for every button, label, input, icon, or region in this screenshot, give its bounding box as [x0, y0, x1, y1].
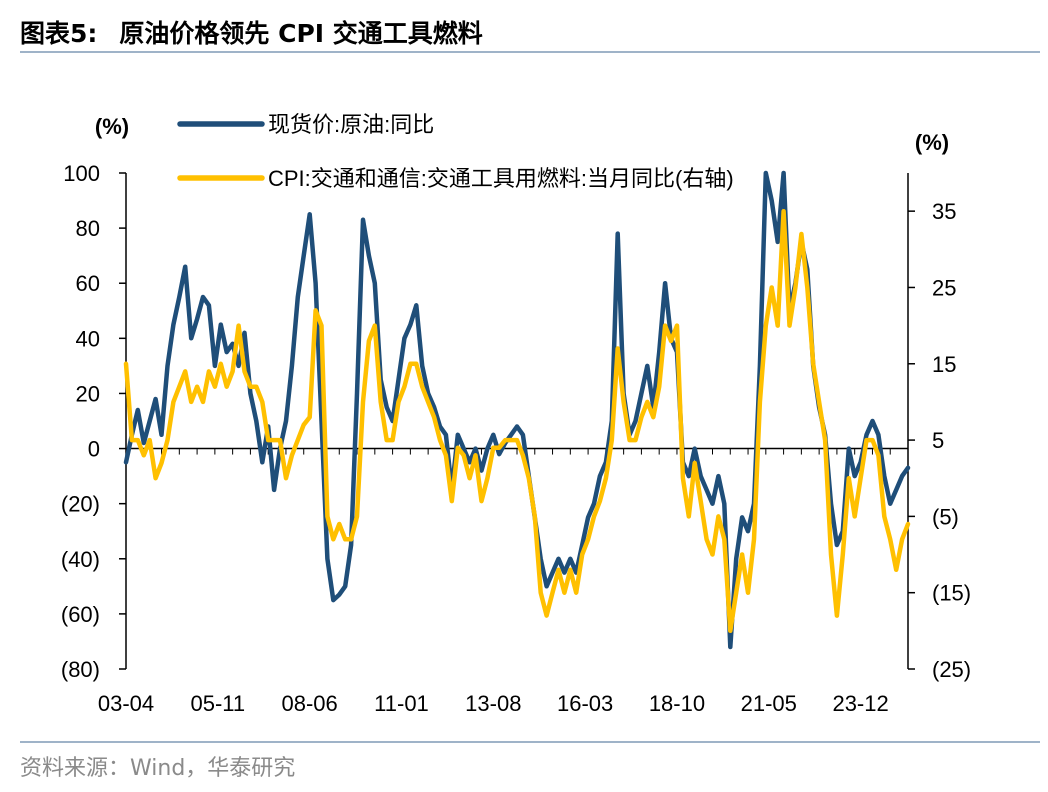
left-tick-label: (80) — [61, 657, 100, 682]
source-note: 资料来源：Wind，华泰研究 — [20, 756, 296, 781]
left-tick-label: (20) — [61, 492, 100, 517]
left-tick-label: (60) — [61, 602, 100, 627]
right-tick-label: 35 — [932, 199, 956, 224]
left-tick-label: 0 — [88, 437, 100, 462]
left-tick-label: 60 — [76, 271, 100, 296]
x-tick-label: 05-11 — [191, 691, 246, 716]
left-tick-label: 40 — [76, 326, 100, 351]
legend-label-crude-oil: 现货价:原油:同比 — [268, 112, 434, 137]
left-tick-label: 80 — [76, 216, 100, 241]
figure-title: 图表5: 原油价格领先 CPI 交通工具燃料 — [20, 14, 483, 50]
x-tick-label: 08-06 — [282, 691, 338, 716]
x-tick-label: 16-03 — [557, 691, 613, 716]
right-tick-label: 15 — [932, 352, 956, 377]
series-line-crude-oil — [123, 170, 911, 650]
left-tick-label: 20 — [76, 381, 100, 406]
x-tick-label: 11-01 — [374, 691, 429, 716]
x-tick-label: 13-08 — [465, 691, 521, 716]
legend-label-cpi-fuel: CPI:交通和通信:交通工具用燃料:当月同比(右轴) — [268, 166, 734, 191]
right-axis-unit: (%) — [915, 130, 949, 155]
figure-label: 图表5: — [20, 19, 98, 48]
title-divider — [20, 51, 1040, 53]
left-tick-label: (40) — [61, 547, 100, 572]
right-tick-label: 5 — [932, 428, 944, 453]
x-tick-label: 23-12 — [832, 691, 888, 716]
left-axis-unit: (%) — [95, 114, 129, 139]
x-tick-label: 21-05 — [741, 691, 797, 716]
right-tick-label: 25 — [932, 275, 956, 300]
right-tick-label: (25) — [932, 657, 971, 682]
right-tick-label: (5) — [932, 504, 959, 529]
x-tick-label: 18-10 — [649, 691, 705, 716]
line-chart: 100 80 60 40 20 0 (20) (40) (60) (80) (%) 35 25 15 5 (5… — [61, 112, 971, 716]
footer-divider — [20, 741, 1040, 743]
x-tick-label: 03-04 — [98, 691, 154, 716]
figure-title-text: 原油价格领先 CPI 交通工具燃料 — [119, 19, 483, 48]
left-tick-label: 100 — [63, 161, 100, 186]
series-line-cpi-fuel — [123, 208, 911, 634]
right-tick-label: (15) — [932, 581, 971, 606]
